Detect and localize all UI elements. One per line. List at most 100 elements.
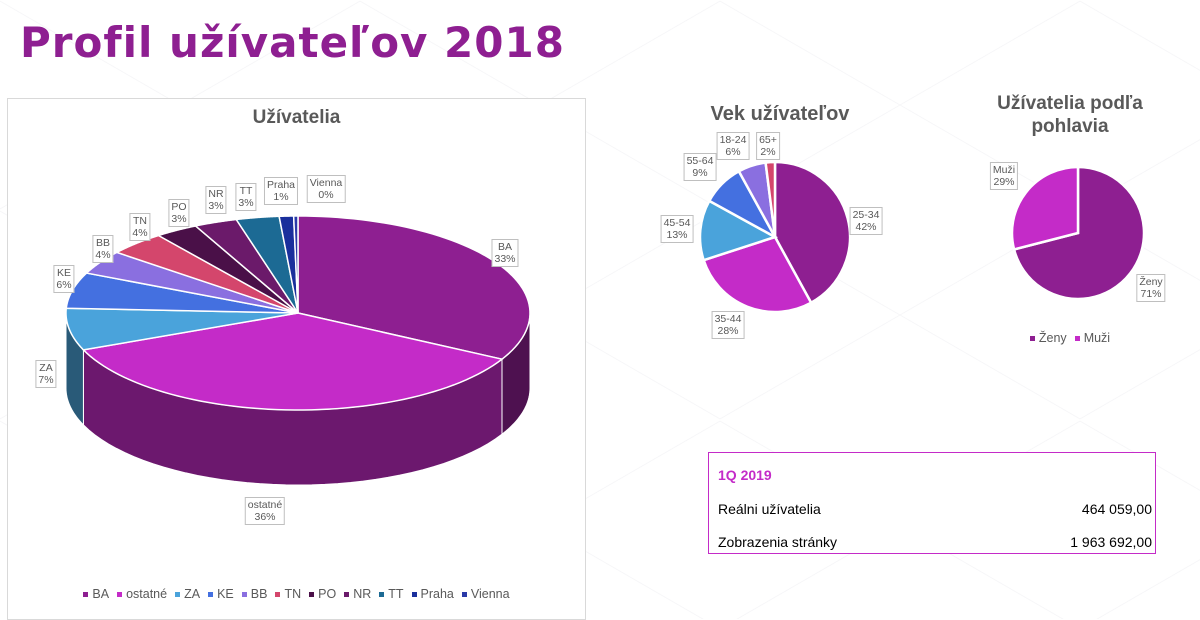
data-label: Ženy 71% bbox=[1136, 274, 1166, 302]
data-label-value: 36% bbox=[254, 511, 276, 523]
legend-item: ostatné bbox=[117, 587, 167, 601]
data-label: BA 33% bbox=[491, 239, 519, 267]
legend-item: BB bbox=[241, 587, 268, 601]
legend-label: Ženy bbox=[1038, 331, 1067, 345]
legend-item: PO bbox=[309, 587, 336, 601]
legend-marker bbox=[461, 592, 467, 598]
age-pie-chart: Vek užívateľov 25-34 42% 35-44 28% 45-54 13% 5… bbox=[640, 100, 920, 360]
data-label: 25-34 42% bbox=[849, 207, 883, 235]
legend-item: Praha bbox=[411, 587, 454, 601]
data-label-value: 29% bbox=[993, 176, 1015, 188]
data-label-category: TN bbox=[133, 215, 147, 227]
data-label: KE 6% bbox=[53, 265, 75, 293]
legend-label: Praha bbox=[420, 587, 454, 601]
data-label-value: 42% bbox=[855, 221, 877, 233]
legend-marker bbox=[175, 592, 181, 598]
data-label-category: 18-24 bbox=[719, 134, 747, 146]
data-label: 35-44 28% bbox=[711, 311, 745, 339]
data-label-category: PO bbox=[171, 201, 187, 213]
data-label-category: BB bbox=[95, 237, 110, 249]
data-label-category: 25-34 bbox=[852, 209, 880, 221]
data-label-category: Muži bbox=[992, 164, 1016, 176]
data-label-category: 55-64 bbox=[686, 155, 714, 167]
data-label-value: 3% bbox=[171, 213, 187, 225]
data-label-value: 28% bbox=[717, 325, 739, 337]
legend-label: ostatné bbox=[126, 587, 168, 601]
legend-marker bbox=[208, 592, 214, 598]
pie-slice-PO bbox=[156, 225, 299, 314]
legend-marker bbox=[379, 592, 385, 598]
data-label: NR 3% bbox=[205, 186, 227, 214]
row-value: 1 963 692,00 bbox=[1070, 534, 1152, 550]
data-label: 65+ 2% bbox=[756, 132, 780, 160]
data-label-category: KE bbox=[56, 267, 71, 279]
legend-item: Muži bbox=[1074, 331, 1111, 345]
data-label-category: Vienna bbox=[309, 177, 343, 189]
legend-item: TT bbox=[379, 587, 404, 601]
legend-marker bbox=[275, 592, 281, 598]
data-label-category: ostatné bbox=[247, 499, 283, 511]
data-label: BB 4% bbox=[92, 235, 114, 263]
data-label: 18-24 6% bbox=[716, 132, 750, 160]
legend-item: Vienna bbox=[461, 587, 510, 601]
legend-item: ZA bbox=[175, 587, 200, 601]
pie-slice-Praha bbox=[278, 215, 299, 314]
legend-item: Ženy bbox=[1029, 331, 1067, 345]
legend-marker bbox=[1029, 336, 1035, 342]
data-label-category: 35-44 bbox=[714, 313, 742, 325]
legend-label: BB bbox=[250, 587, 268, 601]
data-label-category: ZA bbox=[39, 362, 53, 374]
legend-label: NR bbox=[353, 587, 372, 601]
legend-item: NR bbox=[344, 587, 371, 601]
data-label-category: 65+ bbox=[759, 134, 777, 146]
data-label-value: 0% bbox=[318, 189, 334, 201]
data-label-value: 3% bbox=[208, 200, 224, 212]
pie-slice-Vienna bbox=[292, 215, 299, 314]
data-label-value: 33% bbox=[494, 253, 516, 265]
data-label-value: 9% bbox=[692, 167, 708, 179]
data-label: TT 3% bbox=[235, 183, 257, 211]
data-label-value: 13% bbox=[666, 229, 688, 241]
legend-label: KE bbox=[217, 587, 234, 601]
data-label: TN 4% bbox=[129, 213, 151, 241]
pie-slice-65+ bbox=[764, 160, 777, 238]
legend-label: Muži bbox=[1083, 331, 1111, 345]
data-label-value: 4% bbox=[95, 249, 111, 261]
data-label-value: 4% bbox=[132, 227, 148, 239]
pie-plot bbox=[1010, 165, 1146, 301]
data-label: Muži 29% bbox=[989, 162, 1019, 190]
pie-slice-TT bbox=[234, 215, 299, 314]
row-label: Reálni užívatelia bbox=[718, 501, 821, 517]
pie-slice-ostatné bbox=[81, 312, 504, 411]
data-label-value: 2% bbox=[760, 146, 776, 158]
pie-slice-NR bbox=[193, 218, 299, 314]
data-label-category: TT bbox=[239, 185, 253, 197]
data-label-category: Praha bbox=[266, 179, 296, 191]
legend-label: TN bbox=[284, 587, 302, 601]
legend-label: ZA bbox=[184, 587, 201, 601]
legend-marker bbox=[117, 592, 123, 598]
stats-table: 1Q 2019 Reálni užívatelia 464 059,00 Zob… bbox=[708, 452, 1156, 554]
table-row: Reálni užívatelia 464 059,00 bbox=[718, 501, 1152, 517]
data-label: Vienna 0% bbox=[306, 175, 346, 203]
data-label-value: 6% bbox=[725, 146, 741, 158]
legend-marker bbox=[83, 592, 89, 598]
data-label-value: 1% bbox=[273, 191, 289, 203]
legend-marker bbox=[411, 592, 417, 598]
legend-item: BA bbox=[83, 587, 109, 601]
legend-label: TT bbox=[388, 587, 404, 601]
legend-label: PO bbox=[318, 587, 337, 601]
chart-legend: Ženy Muži bbox=[940, 331, 1200, 345]
data-label: 45-54 13% bbox=[660, 215, 694, 243]
data-label: ostatné 36% bbox=[244, 497, 286, 525]
users-3d-pie-chart: Užívatelia BA ostatné ZA KE BB TN PO NR TT Praha V… bbox=[7, 98, 586, 620]
data-label-category: BA bbox=[497, 241, 513, 253]
data-label-category: NR bbox=[208, 188, 224, 200]
chart-legend: BA ostatné ZA KE BB TN PO NR TT Praha Vienna bbox=[8, 587, 585, 601]
chart-title: Užívatelia bbox=[252, 107, 341, 128]
table-header: 1Q 2019 bbox=[718, 467, 772, 483]
data-label-category: 45-54 bbox=[663, 217, 691, 229]
legend-item: TN bbox=[275, 587, 301, 601]
data-label: PO 3% bbox=[168, 199, 190, 227]
data-label: 55-64 9% bbox=[683, 153, 717, 181]
